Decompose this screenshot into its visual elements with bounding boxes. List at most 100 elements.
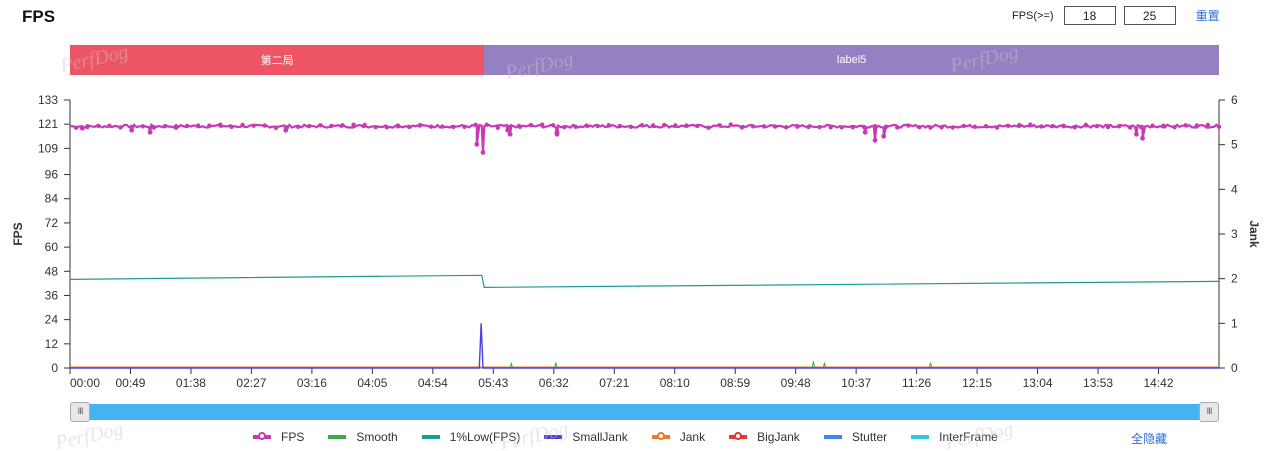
fps-point [484, 122, 489, 127]
fps-point [872, 137, 878, 143]
time-range-track[interactable] [70, 404, 1219, 420]
y-left-tick-label: 72 [45, 216, 59, 230]
legend-item-stutter[interactable]: Stutter [823, 430, 887, 444]
fps-point [1128, 125, 1133, 130]
hide-all-button[interactable]: 全隐藏 [1131, 432, 1168, 446]
series-line-1-low-fps- [69, 274, 1220, 289]
label-band-1[interactable]: label5 [484, 45, 1219, 75]
fps-threshold-low-input[interactable] [1063, 6, 1116, 25]
y-left-axis-label: FPS [11, 222, 25, 245]
time-range-end-handle[interactable]: III [1199, 402, 1219, 422]
fps-point [351, 122, 356, 127]
fps-point [1072, 125, 1077, 130]
fps-point [539, 122, 545, 127]
time-range-start-handle[interactable]: III [70, 402, 90, 422]
legend-item-bigjank[interactable]: BigJank [729, 430, 800, 444]
legend-swatch [911, 435, 930, 439]
fps-point [1172, 124, 1177, 130]
fps-point [961, 123, 967, 129]
legend-item-fps[interactable]: FPS [253, 430, 304, 444]
y-left-tick-label: 0 [51, 361, 58, 375]
label-band-0[interactable]: 第二局 [70, 45, 485, 75]
fps-point [196, 123, 201, 128]
fps-point [817, 124, 822, 130]
fps-point [462, 124, 467, 130]
fps-point [1105, 124, 1111, 130]
fps-point [554, 131, 560, 137]
fps-point [1161, 123, 1166, 128]
fps-point [1140, 135, 1145, 141]
fps-threshold-high-input[interactable] [1123, 6, 1176, 25]
fps-point [1039, 124, 1044, 129]
fps-point [628, 124, 634, 130]
x-tick-label: 06:32 [539, 376, 569, 390]
time-range-slider[interactable]: III III [70, 402, 1219, 422]
fps-point [251, 123, 256, 128]
fps-point [85, 124, 90, 130]
fps-point [994, 125, 1000, 130]
fps-point [218, 122, 223, 127]
fps-point [784, 125, 789, 130]
fps-point [429, 124, 434, 129]
x-tick-label: 04:05 [357, 376, 387, 390]
fps-point [606, 122, 611, 128]
fps-point [950, 125, 955, 130]
fps-point [862, 129, 868, 135]
fps-point [1183, 123, 1188, 128]
fps-point [451, 124, 456, 130]
fps-point [584, 123, 589, 128]
y-left-tick-label: 109 [38, 141, 58, 155]
x-tick-label: 03:16 [297, 376, 327, 390]
fps-point [262, 123, 267, 128]
y-left-tick-label: 60 [45, 240, 59, 254]
y-left-tick-label: 48 [45, 264, 59, 278]
legend-item-interframe[interactable]: InterFrame [911, 430, 998, 444]
fps-point [147, 129, 153, 135]
fps-point [1205, 122, 1211, 128]
fps-point [318, 123, 323, 128]
fps-point [79, 125, 85, 131]
legend-item-smalljank[interactable]: SmallJank [544, 430, 628, 444]
y-right-axis-label: Jank [1247, 220, 1261, 248]
fps-point [140, 124, 145, 129]
fps-point [551, 123, 556, 128]
fps-point [717, 123, 722, 128]
legend-swatch [421, 435, 440, 439]
fps-point [983, 123, 989, 129]
fps-point [917, 125, 922, 130]
series-line-smooth [70, 361, 1219, 369]
y-right-tick-label: 6 [1231, 93, 1238, 107]
fps-point [795, 124, 800, 129]
y-left-tick-label: 84 [45, 192, 59, 206]
fps-point [650, 123, 656, 128]
fps-point [828, 125, 833, 130]
watermark: PerfDog [53, 418, 126, 451]
fps-point [728, 122, 733, 127]
fps-point [939, 125, 944, 130]
fps-point [1005, 123, 1011, 129]
legend-swatch [253, 432, 271, 440]
fps-point [1061, 123, 1066, 128]
fps-point [1028, 122, 1033, 127]
fps-point [528, 122, 534, 128]
fps-point [1116, 124, 1122, 129]
fps-point [273, 125, 279, 130]
fps-point [839, 125, 844, 130]
legend-item-smooth[interactable]: Smooth [328, 430, 398, 444]
reset-button[interactable]: 重置 [1195, 9, 1220, 23]
legend-item-1-low-fps-[interactable]: 1%Low(FPS) [421, 430, 520, 444]
y-right-tick-label: 3 [1231, 227, 1238, 241]
legend-label: BigJank [757, 430, 800, 444]
fps-point [928, 125, 933, 130]
fps-point [395, 123, 401, 128]
x-tick-label: 07:21 [599, 376, 629, 390]
x-tick-label: 01:38 [176, 376, 206, 390]
y-left-tick-label: 24 [45, 313, 59, 327]
fps-point [283, 127, 289, 133]
y-left-tick-label: 36 [45, 288, 59, 302]
legend-swatch [544, 435, 563, 439]
fps-point [1050, 123, 1055, 129]
legend-item-jank[interactable]: Jank [651, 430, 705, 444]
fps-point [306, 123, 312, 129]
fps-point [1134, 131, 1139, 137]
